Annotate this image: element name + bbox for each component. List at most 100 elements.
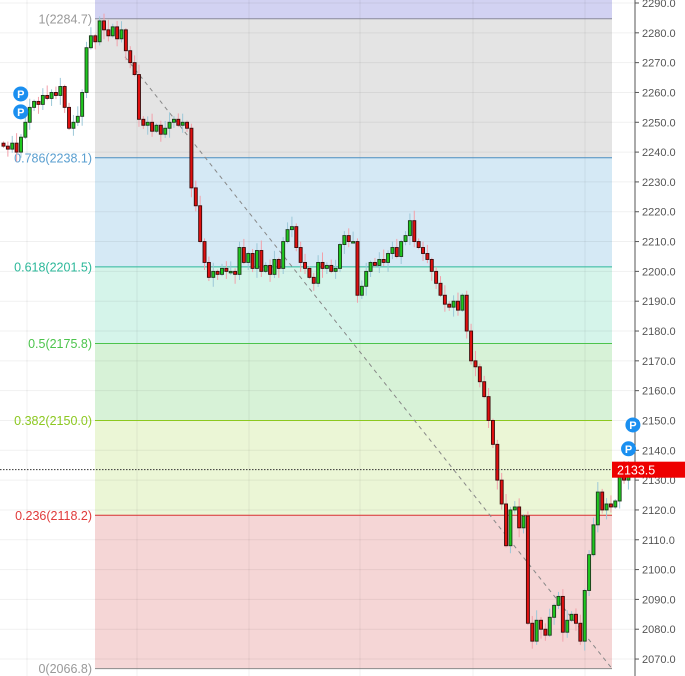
- candle: [40, 88, 45, 110]
- candle: [604, 498, 609, 520]
- candle: [110, 23, 115, 38]
- candle-body: [298, 247, 303, 263]
- fib-level-label: 1(2284.7): [38, 12, 92, 26]
- candle: [460, 293, 465, 312]
- candle-body: [604, 503, 609, 511]
- candle: [71, 115, 76, 136]
- candle: [263, 262, 268, 274]
- price-axis-label: 2160.0: [642, 386, 676, 398]
- price-axis-label: 2140.0: [642, 445, 676, 457]
- candle: [359, 280, 364, 299]
- position-marker[interactable]: P: [13, 86, 29, 102]
- candle-body: [75, 115, 80, 123]
- candle-body: [132, 62, 137, 76]
- candle: [582, 588, 587, 651]
- candle-body: [215, 270, 220, 275]
- candle-body: [486, 396, 491, 421]
- candle-body: [355, 241, 360, 296]
- candle: [447, 301, 452, 311]
- candle-body: [206, 261, 211, 278]
- candle: [421, 241, 425, 262]
- fib-zone: [95, 157, 612, 267]
- candle-body: [62, 86, 67, 108]
- candle-body: [32, 100, 37, 108]
- position-marker[interactable]: P: [13, 104, 29, 120]
- candle-body: [27, 106, 32, 123]
- candle-body: [442, 294, 447, 305]
- candle-body: [421, 247, 425, 254]
- candle: [456, 292, 460, 316]
- candle: [237, 241, 242, 280]
- candle-body: [320, 261, 325, 269]
- candle-body: [281, 241, 286, 269]
- candle: [504, 494, 508, 548]
- candle: [220, 263, 224, 277]
- candle-body: [23, 121, 28, 138]
- candle-body: [36, 100, 41, 105]
- candle-body: [574, 613, 578, 624]
- candle: [591, 517, 596, 557]
- price-axis-label: 2100.0: [642, 565, 676, 577]
- candle: [416, 238, 421, 250]
- candle-body: [45, 94, 50, 99]
- candle-body: [80, 92, 85, 117]
- candle-body: [425, 253, 430, 260]
- candle: [565, 610, 570, 638]
- candle: [521, 514, 526, 534]
- candle: [613, 499, 618, 509]
- marker-circle-icon: [621, 441, 637, 457]
- candle-body: [289, 226, 294, 231]
- candle-body: [193, 187, 198, 207]
- candle-body: [285, 229, 290, 243]
- candle: [246, 251, 251, 270]
- candle: [93, 34, 98, 50]
- fib-trend-line: [124, 56, 613, 669]
- candle: [399, 239, 404, 264]
- marker-circle-icon: [13, 104, 29, 120]
- candle: [320, 252, 325, 278]
- candle-body: [477, 366, 482, 383]
- candle: [578, 614, 583, 645]
- candle: [189, 123, 194, 198]
- candle-body: [88, 35, 93, 49]
- fib-level-label: 0.786(2238.1): [14, 151, 92, 165]
- candle-body: [137, 74, 141, 120]
- candle-body: [407, 220, 412, 237]
- candle-body: [294, 226, 299, 248]
- price-axis-label: 2280.0: [642, 28, 676, 40]
- candle: [530, 616, 535, 649]
- candle: [469, 323, 474, 365]
- candle-body: [412, 220, 417, 243]
- candle: [560, 589, 565, 642]
- candle-body: [530, 622, 535, 642]
- fib-level-label: 0.5(2175.8): [28, 337, 92, 351]
- candle-body: [547, 616, 552, 636]
- price-axis-label: 2270.0: [642, 58, 676, 70]
- fib-zone: [95, 420, 612, 516]
- position-marker[interactable]: P: [621, 441, 637, 457]
- candle-body: [359, 285, 364, 296]
- candle-body: [14, 142, 19, 153]
- candle-body: [40, 94, 45, 105]
- candle: [154, 123, 159, 134]
- candle-body: [128, 50, 133, 64]
- price-axis-background: [635, 0, 685, 676]
- candle: [233, 268, 238, 284]
- position-marker[interactable]: P: [625, 417, 641, 433]
- candle: [346, 228, 351, 248]
- candle-body: [394, 247, 399, 257]
- candle-body: [150, 121, 155, 132]
- candle-body: [19, 136, 23, 153]
- candle-body: [255, 250, 259, 269]
- candle-body: [364, 270, 369, 287]
- candle: [115, 20, 120, 47]
- candle-body: [250, 253, 255, 269]
- candle: [84, 41, 89, 99]
- marker-label: P: [17, 107, 24, 119]
- candle-body: [403, 235, 408, 243]
- candle: [539, 617, 543, 639]
- candle-body: [211, 270, 216, 278]
- marker-label: P: [629, 420, 636, 432]
- candle-body: [613, 500, 618, 508]
